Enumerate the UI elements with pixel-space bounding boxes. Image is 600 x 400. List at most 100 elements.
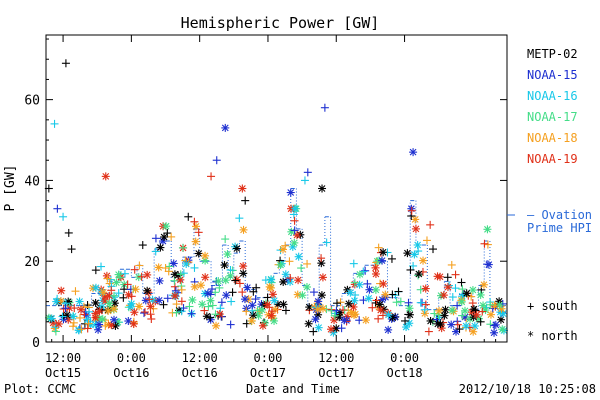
- data-point-north: [290, 238, 299, 247]
- data-point-south: [478, 307, 487, 316]
- data-point-south: [401, 316, 410, 325]
- data-point-south: [267, 307, 276, 316]
- data-point-north: [468, 286, 477, 295]
- data-point-south: [69, 322, 78, 331]
- data-point-south: [453, 301, 462, 310]
- y-tick-label: 20: [24, 255, 40, 270]
- data-point-south: [228, 288, 237, 297]
- data-point-south: [468, 299, 477, 308]
- data-point-north: [350, 296, 359, 305]
- data-point-north: [91, 313, 100, 322]
- y-axis: 0 20 40 60: [24, 38, 507, 351]
- data-point-south: [434, 311, 443, 320]
- data-point-north: [223, 250, 232, 259]
- data-point-north: [448, 306, 457, 315]
- data-point-north: [302, 282, 311, 291]
- data-point-north: [317, 259, 326, 268]
- data-point-south: [339, 305, 348, 314]
- data-point-south: [61, 59, 70, 68]
- x-tick-label-date: Oct15: [45, 366, 81, 380]
- x-tick-label-date: Oct17: [250, 366, 286, 380]
- data-point-south: [414, 247, 423, 256]
- data-point-north: [130, 308, 139, 317]
- data-point-north: [349, 302, 358, 311]
- data-point-north: [304, 319, 313, 328]
- data-point-south: [70, 304, 79, 313]
- data-point-south: [84, 319, 93, 328]
- data-point-north: [249, 311, 258, 320]
- data-point-north: [495, 301, 504, 310]
- data-point-south: [138, 241, 147, 250]
- data-point-north: [203, 289, 212, 298]
- data-point-south: [238, 288, 247, 297]
- data-point-south: [332, 299, 341, 308]
- data-point-north: [469, 327, 478, 336]
- data-point-south: [406, 265, 415, 274]
- data-point-south: [163, 294, 172, 303]
- data-point-south: [249, 287, 258, 296]
- data-point-south: [303, 259, 312, 268]
- data-point-south: [177, 297, 186, 306]
- data-point-south: [165, 262, 174, 271]
- data-point-north: [243, 283, 252, 292]
- data-point-south: [178, 243, 187, 252]
- data-point-north: [239, 262, 248, 271]
- data-point-south: [253, 306, 262, 315]
- x-axis: 12:00Oct150:00Oct1612:00Oct160:00Oct1712…: [45, 35, 497, 380]
- data-point-north: [371, 263, 380, 272]
- data-point-south: [172, 308, 181, 317]
- data-point-north: [426, 316, 435, 325]
- data-point-south: [242, 307, 251, 316]
- data-point-north: [314, 297, 323, 306]
- data-point-south: [286, 274, 295, 283]
- data-point-north: [270, 296, 279, 305]
- data-point-south: [103, 274, 112, 283]
- data-points: [44, 59, 508, 337]
- data-point-north: [57, 286, 66, 295]
- data-point-south: [416, 285, 425, 294]
- data-point-south: [407, 206, 416, 215]
- data-point-north: [190, 282, 199, 291]
- data-point-north: [410, 250, 419, 259]
- data-point-north: [479, 280, 488, 289]
- data-point-south: [120, 285, 129, 294]
- x-tick-label-date: Oct17: [318, 366, 354, 380]
- data-point-south: [300, 176, 309, 185]
- data-point-south: [486, 320, 495, 329]
- data-point-south: [161, 264, 170, 273]
- data-point-north: [419, 256, 428, 265]
- data-point-north: [276, 260, 285, 269]
- data-point-south: [349, 259, 358, 268]
- data-point-north: [439, 291, 448, 300]
- data-point-north: [201, 273, 210, 282]
- data-point-north: [330, 316, 339, 325]
- data-point-north: [239, 225, 248, 234]
- data-point-south: [355, 316, 364, 325]
- data-point-south: [251, 295, 260, 304]
- data-point-north: [69, 312, 78, 321]
- data-point-south: [107, 286, 116, 295]
- data-point-north: [127, 299, 136, 308]
- data-point-north: [188, 295, 197, 304]
- data-point-north: [247, 316, 256, 325]
- data-point-north: [472, 310, 481, 319]
- data-point-north: [411, 224, 420, 233]
- data-point-north: [160, 233, 169, 242]
- data-point-south: [83, 324, 92, 333]
- legend-item: NOAA-18: [527, 131, 578, 145]
- data-point-north: [290, 204, 299, 213]
- data-point-south: [235, 214, 244, 223]
- data-point-north: [490, 328, 499, 337]
- data-point-north: [435, 306, 444, 315]
- data-point-south: [392, 298, 401, 307]
- data-point-north: [232, 275, 241, 284]
- data-point-north: [346, 288, 355, 297]
- data-point-south: [388, 290, 397, 299]
- data-point-north: [314, 323, 323, 332]
- data-point-north: [214, 277, 223, 286]
- data-point-north: [355, 270, 364, 279]
- data-point-north: [361, 316, 370, 325]
- data-point-south: [215, 283, 224, 292]
- data-point-north: [440, 311, 449, 320]
